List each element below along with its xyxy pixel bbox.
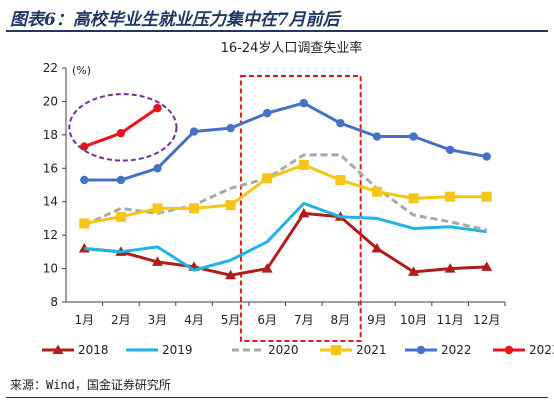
series-line-2022 [84, 101, 487, 182]
y-tick-label: 10 [43, 262, 58, 276]
x-tick-label: 8月 [331, 313, 351, 327]
legend-label-2021: 2021 [356, 343, 387, 357]
data-point-2021 [152, 203, 163, 214]
data-point-2023 [80, 142, 89, 151]
highlight-ellipse-2023 [68, 93, 178, 162]
data-point-2021 [408, 193, 419, 204]
figure-header: 图表6：高校毕业生就业压力集中在7月前后 [0, 0, 554, 32]
data-point-2022 [80, 175, 89, 185]
x-tick-label: 3月 [148, 313, 168, 327]
data-point-2021 [481, 191, 492, 202]
data-point-2018 [261, 263, 273, 273]
data-point-2022 [445, 145, 455, 155]
y-tick-label: 20 [43, 94, 58, 108]
x-tick-label: 9月 [367, 313, 387, 327]
legend-marker-2022 [416, 345, 426, 355]
legend-marker-2018 [52, 344, 64, 354]
x-tick-label: 5月 [221, 313, 241, 327]
series-line-2023 [83, 106, 159, 148]
highlight-box-jun-aug [239, 75, 362, 342]
series-line-2020 [83, 153, 488, 232]
x-tick-label: 7月 [294, 313, 314, 327]
x-tick-label: 10月 [400, 313, 427, 327]
data-point-2022 [189, 127, 199, 136]
y-tick-label: 22 [43, 61, 58, 75]
data-point-2018 [481, 261, 493, 271]
chart-title: 16-24岁人口调查失业率 [221, 40, 363, 56]
data-point-2022 [153, 164, 162, 173]
data-point-2022 [409, 132, 418, 141]
data-point-2018 [151, 256, 163, 266]
data-point-2021 [115, 211, 126, 222]
data-point-2022 [226, 123, 235, 133]
data-point-2021 [298, 159, 309, 170]
data-point-2022 [482, 152, 491, 161]
data-point-2021 [189, 203, 200, 214]
series-line-2018 [84, 211, 487, 277]
legend-label-2020: 2020 [268, 343, 299, 357]
x-tick-label: 6月 [257, 313, 277, 327]
data-point-2022 [299, 98, 308, 108]
data-point-2018 [444, 263, 456, 273]
x-tick-label: 4月 [184, 313, 204, 327]
series-2019 [84, 201, 487, 272]
figure-bottom-rule [6, 397, 548, 398]
data-point-2021 [445, 191, 456, 202]
data-point-2023 [153, 103, 162, 113]
data-point-2022 [116, 175, 126, 185]
data-point-2018 [298, 207, 310, 218]
legend-label-2023: 2023 [529, 343, 554, 357]
y-tick-label: 8 [50, 295, 58, 309]
legend: 2018 2019 2020 2021 2022 2023 [42, 343, 554, 357]
data-point-2021 [79, 218, 90, 229]
y-tick-label: 16 [43, 161, 58, 175]
series-line-2021 [84, 163, 487, 225]
figure-source: 来源：Wind，国金证券研究所 [10, 378, 171, 392]
y-tick-label: 18 [43, 128, 58, 142]
x-tick-label: 11月 [436, 313, 463, 327]
data-point-2023 [116, 128, 126, 138]
series-2023 [80, 103, 162, 151]
series-2018 [78, 207, 493, 280]
x-tick-label: 12月 [473, 313, 500, 327]
data-point-2018 [225, 269, 237, 280]
data-point-2022 [263, 108, 272, 118]
series-2020 [83, 153, 488, 232]
y-axis-unit: (%) [72, 64, 91, 77]
data-point-2021 [335, 174, 346, 185]
data-point-2021 [262, 173, 273, 184]
series-line-2019 [84, 201, 487, 272]
legend-label-2018: 2018 [78, 343, 109, 357]
figure-title: 图表6：高校毕业生就业压力集中在7月前后 [10, 10, 340, 30]
y-tick-label: 12 [43, 228, 58, 242]
legend-marker-2021 [331, 345, 341, 355]
data-point-2018 [408, 266, 420, 276]
series-2021 [79, 159, 492, 229]
data-point-2021 [371, 186, 382, 197]
y-tick-label: 14 [43, 195, 58, 209]
x-tick-label: 2月 [111, 313, 131, 327]
series-2022 [80, 98, 491, 185]
data-point-2022 [336, 118, 345, 128]
figure-title-rule [6, 30, 548, 32]
data-point-2021 [225, 200, 236, 211]
legend-marker-2023 [504, 345, 514, 355]
legend-label-2022: 2022 [441, 343, 472, 357]
data-point-2018 [371, 243, 383, 253]
legend-label-2019: 2019 [162, 343, 193, 357]
data-point-2022 [372, 132, 382, 141]
x-tick-label: 1月 [74, 313, 94, 327]
